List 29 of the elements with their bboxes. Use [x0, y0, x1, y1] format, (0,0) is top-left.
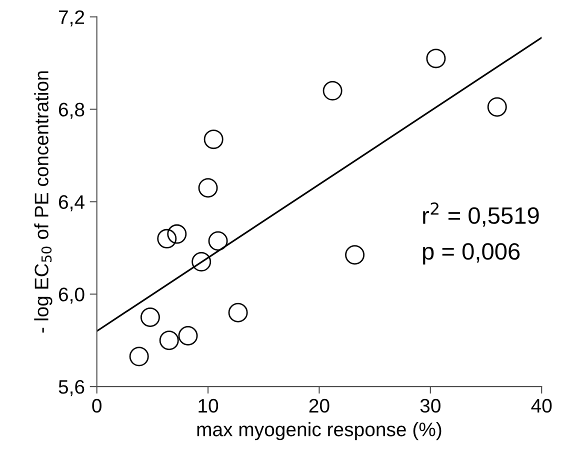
point — [140, 307, 160, 327]
point — [159, 330, 179, 350]
y-tick-label: 6,4 — [58, 195, 84, 212]
point — [167, 224, 187, 244]
x-tick-label: 20 — [309, 398, 330, 413]
point — [345, 245, 365, 265]
x-tick-label: 0 — [92, 398, 102, 413]
point — [487, 97, 507, 117]
point — [426, 48, 446, 68]
annotation: p = 0,006 — [423, 243, 520, 264]
y-tick-label: 6,0 — [58, 288, 84, 304]
y-axis-title: - log EC$_{50}$ of PE concentration — [34, 71, 52, 333]
point — [192, 252, 212, 272]
point — [228, 302, 248, 322]
point — [157, 228, 177, 248]
point — [204, 130, 224, 150]
y-tick-label: 7,2 — [59, 10, 84, 26]
point — [208, 231, 228, 251]
point — [322, 81, 342, 101]
x-tick-label: 30 — [420, 398, 440, 413]
annotation: r$^{2}$ = 0,5519 — [423, 202, 539, 227]
y-tick-label: 6,8 — [58, 102, 84, 119]
x-tick-label: 10 — [198, 398, 218, 413]
x-tick-label: 40 — [531, 398, 552, 413]
point — [178, 326, 198, 346]
point — [129, 346, 149, 366]
point — [198, 178, 218, 198]
x-axis-title: max myogenic response (%) — [197, 422, 442, 440]
y-tick-label: 5,6 — [58, 380, 84, 396]
